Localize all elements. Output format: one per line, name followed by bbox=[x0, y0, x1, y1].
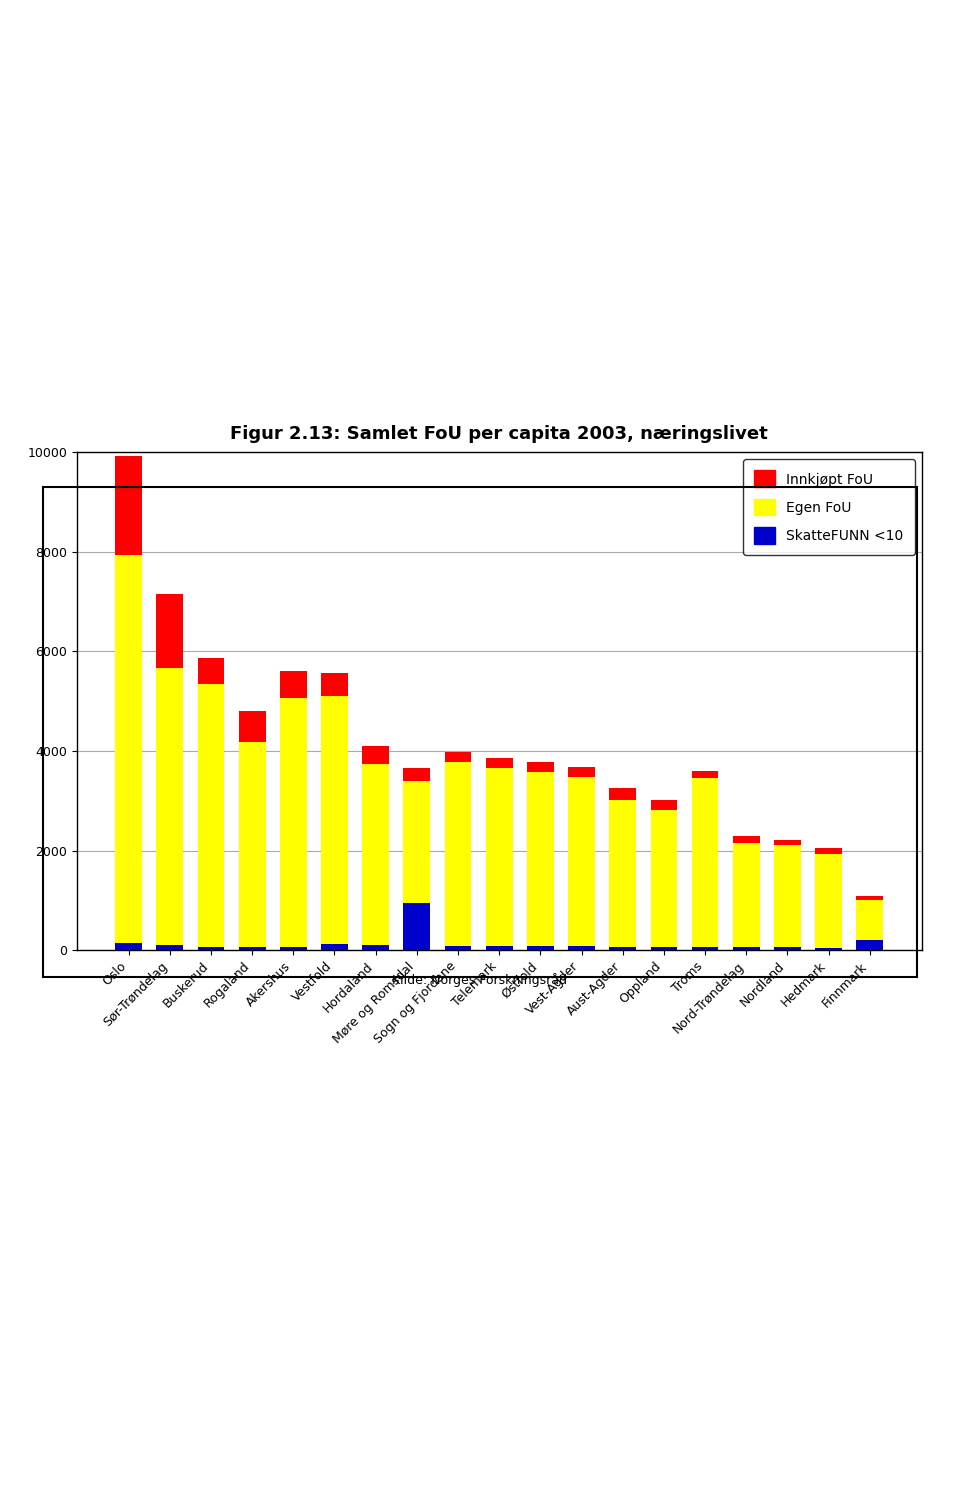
Bar bbox=[692, 771, 718, 778]
Bar bbox=[280, 698, 306, 947]
Bar bbox=[651, 810, 678, 947]
Bar bbox=[486, 768, 513, 946]
Bar bbox=[856, 900, 883, 939]
Bar bbox=[732, 837, 759, 843]
Bar bbox=[156, 594, 183, 668]
Bar bbox=[815, 854, 842, 949]
Bar bbox=[362, 765, 389, 944]
Bar bbox=[486, 759, 513, 768]
Bar bbox=[403, 903, 430, 950]
Bar bbox=[403, 781, 430, 903]
Bar bbox=[362, 944, 389, 950]
Bar bbox=[568, 777, 595, 947]
Bar bbox=[115, 455, 142, 555]
Bar bbox=[486, 946, 513, 950]
Bar bbox=[568, 947, 595, 950]
Bar bbox=[610, 787, 636, 801]
Bar bbox=[115, 942, 142, 950]
Bar bbox=[321, 695, 348, 944]
Bar bbox=[568, 768, 595, 777]
Legend: Innkjøpt FoU, Egen FoU, SkatteFUNN <10: Innkjøpt FoU, Egen FoU, SkatteFUNN <10 bbox=[743, 460, 915, 555]
Bar bbox=[403, 769, 430, 781]
Bar bbox=[610, 801, 636, 947]
Bar bbox=[774, 846, 801, 947]
Bar bbox=[527, 763, 554, 772]
Bar bbox=[198, 683, 225, 947]
Bar bbox=[280, 947, 306, 950]
Text: Kilde: Norges Forskningsråd: Kilde: Norges Forskningsråd bbox=[393, 973, 567, 986]
Bar bbox=[156, 946, 183, 950]
Bar bbox=[856, 939, 883, 950]
Bar bbox=[774, 840, 801, 846]
Bar bbox=[815, 949, 842, 950]
Bar bbox=[815, 847, 842, 854]
Bar bbox=[444, 946, 471, 950]
Bar bbox=[239, 742, 266, 947]
Title: Figur 2.13: Samlet FoU per capita 2003, næringslivet: Figur 2.13: Samlet FoU per capita 2003, … bbox=[230, 425, 768, 442]
Bar bbox=[362, 745, 389, 765]
Bar bbox=[527, 772, 554, 946]
Bar bbox=[239, 710, 266, 742]
Bar bbox=[732, 947, 759, 950]
Bar bbox=[239, 947, 266, 950]
Bar bbox=[527, 946, 554, 950]
Bar bbox=[856, 896, 883, 900]
Bar bbox=[774, 947, 801, 950]
Bar bbox=[280, 671, 306, 698]
Bar bbox=[651, 801, 678, 810]
Bar bbox=[732, 843, 759, 947]
Bar bbox=[198, 947, 225, 950]
Bar bbox=[115, 555, 142, 942]
Bar bbox=[156, 668, 183, 946]
Bar bbox=[321, 674, 348, 695]
Bar bbox=[198, 659, 225, 683]
Bar bbox=[651, 947, 678, 950]
Bar bbox=[444, 752, 471, 763]
Bar bbox=[692, 778, 718, 947]
Bar bbox=[610, 947, 636, 950]
Bar bbox=[321, 944, 348, 950]
Bar bbox=[444, 763, 471, 946]
Bar bbox=[692, 947, 718, 950]
